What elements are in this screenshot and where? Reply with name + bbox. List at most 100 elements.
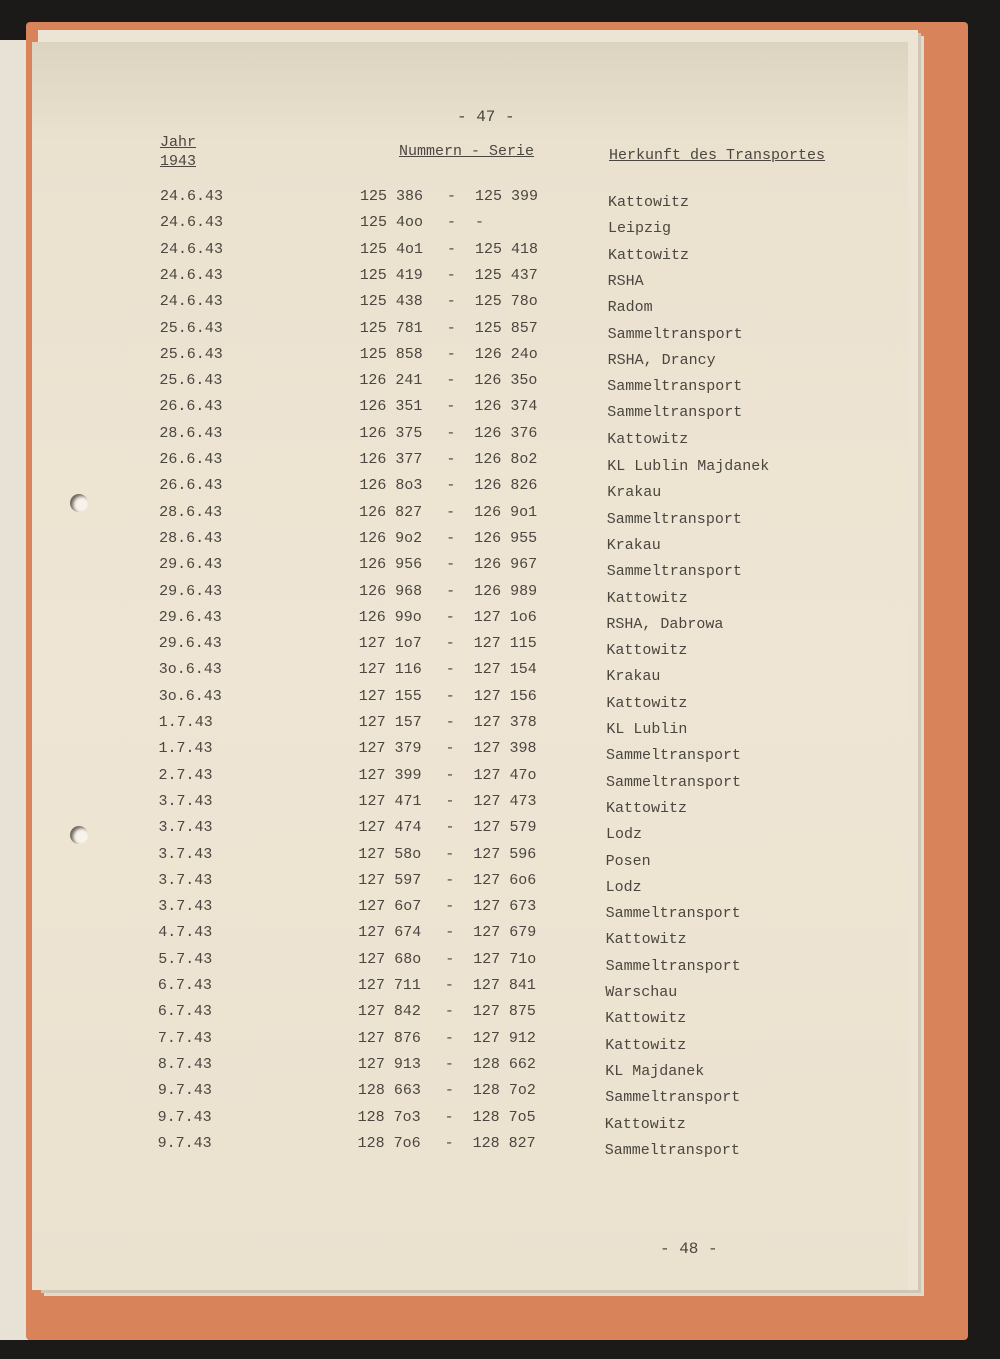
cell-to: 127 154 — [473, 661, 537, 679]
cell-origin: Sammeltransport — [606, 773, 742, 791]
cell-from: 127 379 — [358, 740, 422, 758]
cell-dash: - — [447, 188, 457, 205]
page-number-bottom: - 48 - — [660, 1240, 718, 1258]
cell-to: 127 1o6 — [473, 608, 537, 626]
cell-to: 125 418 — [475, 240, 539, 258]
cell-to: 126 376 — [474, 424, 538, 442]
cell-origin: Kattowitz — [608, 194, 690, 211]
cell-to: 125 437 — [474, 266, 538, 284]
cell-origin: Kattowitz — [605, 1010, 687, 1028]
cell-dash: - — [446, 345, 456, 363]
cell-to: 126 826 — [474, 477, 538, 495]
cell-to: 125 78o — [474, 293, 538, 311]
cell-to: - — [475, 214, 485, 232]
cell-from: 127 711 — [357, 977, 421, 994]
cell-from: 127 597 — [358, 871, 422, 889]
cell-date: 26.6.43 — [159, 451, 223, 468]
cell-to: 127 47o — [473, 766, 537, 784]
cell-dash: - — [444, 1134, 454, 1152]
cell-from: 127 474 — [358, 819, 422, 837]
cell-origin: Krakau — [606, 536, 661, 554]
cell-origin: Sammeltransport — [605, 905, 741, 923]
cell-date: 24.6.43 — [160, 188, 224, 205]
cell-date: 1.7.43 — [158, 740, 213, 758]
cell-to: 128 827 — [472, 1134, 536, 1152]
cell-to: 127 912 — [472, 1029, 536, 1047]
cell-to: 128 7o2 — [472, 1082, 536, 1100]
header-numbers: Nummern - Serie — [399, 143, 535, 160]
cell-from: 126 351 — [359, 398, 423, 416]
cell-origin: Kattowitz — [606, 694, 688, 712]
cell-origin: Kattowitz — [606, 589, 688, 607]
cell-origin: Krakau — [606, 668, 661, 686]
cell-date: 28.6.43 — [159, 424, 223, 442]
cell-dash: - — [446, 293, 456, 311]
cell-from: 127 471 — [358, 792, 422, 810]
cell-to: 127 579 — [473, 819, 537, 837]
cell-origin: Sammeltransport — [606, 510, 742, 528]
cell-origin: Warschau — [605, 984, 678, 1001]
cell-from: 127 1o7 — [358, 635, 422, 653]
cell-dash: - — [446, 556, 456, 574]
cell-date: 2.7.43 — [158, 766, 213, 784]
cell-date: 3o.6.43 — [158, 661, 222, 679]
cell-origin: Sammeltransport — [606, 563, 742, 581]
cell-from: 127 913 — [357, 1055, 421, 1073]
cell-dash: - — [445, 635, 455, 653]
cell-date: 7.7.43 — [157, 1029, 212, 1047]
cell-to: 126 35o — [474, 372, 538, 390]
cell-from: 128 7o3 — [357, 1108, 421, 1126]
cell-origin: KL Majdanek — [605, 1062, 705, 1080]
cell-from: 125 781 — [359, 319, 423, 337]
cell-dash: - — [445, 740, 455, 758]
cell-from: 127 116 — [358, 661, 422, 679]
cell-origin: RSHA — [607, 272, 644, 290]
cell-origin: Sammeltransport — [604, 1141, 740, 1159]
cell-dash: - — [445, 898, 455, 916]
cell-date: 29.6.43 — [158, 635, 222, 653]
header-year-label: Jahr — [160, 134, 197, 151]
cell-origin: Leipzig — [608, 220, 672, 238]
cell-date: 3.7.43 — [158, 845, 213, 863]
cell-to: 127 378 — [473, 714, 537, 731]
cell-date: 24.6.43 — [160, 240, 224, 258]
cell-origin: Radom — [607, 299, 653, 317]
cell-origin: Kattowitz — [608, 246, 690, 264]
cell-dash: - — [445, 950, 455, 968]
cell-from: 127 6o7 — [358, 898, 422, 916]
cell-date: 24.6.43 — [159, 266, 223, 284]
cell-dash: - — [445, 871, 455, 889]
cell-date: 24.6.43 — [160, 214, 224, 232]
cell-dash: - — [445, 661, 455, 679]
cell-dash: - — [444, 1029, 454, 1047]
cell-dash: - — [446, 424, 456, 442]
cell-date: 8.7.43 — [157, 1055, 212, 1073]
cell-origin: Lodz — [606, 826, 643, 844]
cell-dash: - — [445, 819, 455, 837]
cell-dash: - — [446, 529, 456, 547]
cell-origin: Sammeltransport — [607, 378, 743, 396]
cell-to: 127 473 — [473, 792, 537, 810]
cell-date: 6.7.43 — [157, 977, 212, 994]
cell-origin: Kattowitz — [604, 1115, 686, 1133]
cell-to: 127 596 — [473, 845, 537, 863]
cell-date: 29.6.43 — [159, 582, 223, 600]
cell-from: 127 157 — [358, 714, 422, 731]
cell-dash: - — [446, 477, 456, 495]
cell-from: 127 674 — [358, 924, 422, 942]
cell-date: 25.6.43 — [159, 319, 223, 337]
cell-date: 3.7.43 — [158, 898, 213, 916]
cell-to: 127 679 — [473, 924, 537, 942]
cell-to: 126 967 — [474, 556, 538, 574]
cell-date: 25.6.43 — [159, 372, 223, 390]
cell-date: 9.7.43 — [157, 1082, 212, 1100]
cell-dash: - — [444, 1003, 454, 1021]
cell-from: 127 842 — [357, 1003, 421, 1021]
cell-dash: - — [446, 372, 456, 390]
cell-dash: - — [445, 714, 455, 731]
cell-origin: Sammeltransport — [605, 957, 741, 975]
cell-from: 125 438 — [359, 293, 423, 311]
cell-from: 127 58o — [358, 845, 422, 863]
cell-dash: - — [446, 398, 456, 416]
cell-origin: Kattowitz — [607, 430, 689, 448]
